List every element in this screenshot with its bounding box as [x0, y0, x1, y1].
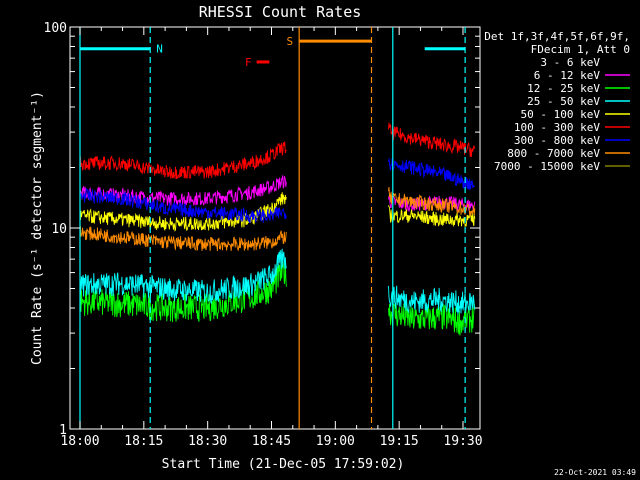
legend: Det 1f,3f,4f,5f,6f,9f,FDecim 1, Att 03 -… — [484, 30, 630, 173]
series-line-2 — [79, 258, 476, 336]
plot-frame — [69, 26, 481, 430]
y-tick-label: 10 — [51, 222, 67, 237]
chart-title: RHESSI Count Rates — [199, 3, 362, 21]
series-line-6 — [79, 157, 476, 224]
legend-header-line: Det 1f,3f,4f,5f,6f,9f, — [484, 30, 630, 43]
axis-layer: 18:00 18:15 18:30 18:45 19:00 19:15 19:30 1 10 10… — [44, 21, 483, 449]
timestamp: 22-Oct-2021 03:49 — [554, 468, 636, 477]
series-line-4 — [79, 192, 476, 232]
legend-entry-label: 12 - 25 keV — [527, 82, 600, 95]
legend-entry-label: 3 - 6 keV — [540, 56, 600, 69]
y-tick-label: 1 — [59, 423, 67, 438]
annotation-label-2: F — [245, 56, 252, 69]
legend-entry-label: 6 - 12 keV — [534, 69, 601, 82]
legend-header-line: FDecim 1, Att 0 — [531, 43, 630, 56]
legend-entry-label: 25 - 50 keV — [527, 95, 600, 108]
x-tick-label: 18:15 — [124, 434, 163, 449]
legend-entry-label: 800 - 7000 keV — [507, 147, 600, 160]
series-line-7 — [79, 186, 476, 252]
annotation-label-3: S — [287, 35, 294, 48]
x-tick-label: 18:00 — [60, 434, 99, 449]
annotation-label-0: N — [156, 43, 163, 56]
y-axis-label: Count Rate (s⁻¹ detector segment⁻¹) — [30, 91, 45, 365]
legend-entry-label: 7000 - 15000 keV — [494, 160, 600, 173]
series-line-3 — [79, 248, 476, 315]
x-tick-label: 19:00 — [316, 434, 355, 449]
legend-entry-label: 300 - 800 keV — [514, 134, 600, 147]
legend-entry-label: 100 - 300 keV — [514, 121, 600, 134]
series-line-0 — [79, 278, 476, 366]
x-tick-label: 18:30 — [188, 434, 227, 449]
legend-entry-label: 50 - 100 keV — [521, 108, 601, 121]
x-tick-label: 19:15 — [380, 434, 419, 449]
series-line-5 — [79, 122, 476, 180]
y-tick-label: 100 — [44, 21, 67, 36]
x-tick-label: 18:45 — [252, 434, 291, 449]
x-tick-label: 19:30 — [443, 434, 482, 449]
plot-layer: N F S — [79, 27, 476, 429]
x-axis-label: Start Time (21-Dec-05 17:59:02) — [162, 457, 405, 472]
